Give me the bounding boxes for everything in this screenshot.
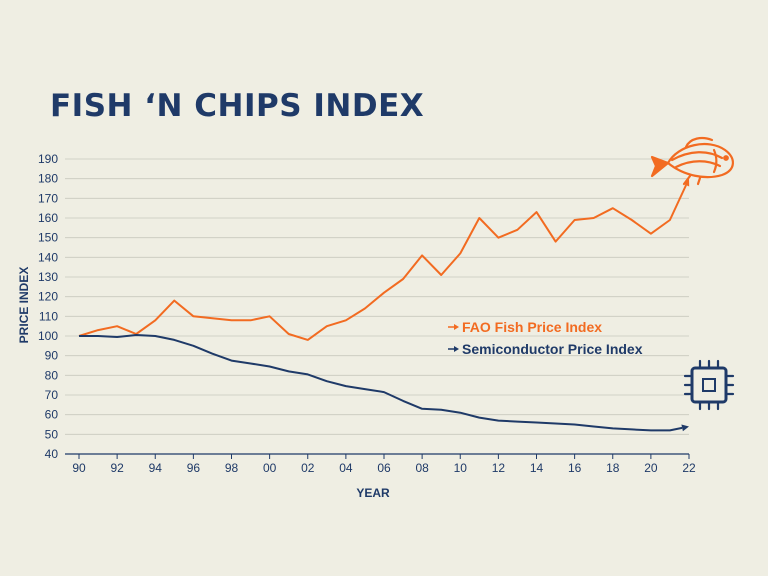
series-lines [78, 178, 690, 432]
series-arrowhead-semiconductor [681, 424, 689, 432]
y-tick-label: 60 [45, 408, 59, 422]
y-tick-label: 180 [38, 172, 58, 186]
x-tick-label: 22 [682, 461, 696, 475]
chart-title: FISH ‘N CHIPS INDEX [50, 88, 425, 124]
y-tick-label: 140 [38, 250, 58, 264]
grid-lines [65, 158, 689, 455]
x-tick-label: 06 [377, 461, 391, 475]
x-tick-label: 96 [187, 461, 201, 475]
legend-label-fish: FAO Fish Price Index [462, 319, 602, 335]
y-tick-labels: 40 50 60 70 80 90 100 110 120 130 140 150 160 170 180 1… [38, 152, 58, 461]
x-tick-label: 08 [415, 461, 429, 475]
x-tick-label: 90 [72, 461, 86, 475]
y-tick-label: 100 [38, 329, 58, 343]
x-tick-label: 20 [644, 461, 658, 475]
y-tick-label: 150 [38, 231, 58, 245]
y-tick-label: 130 [38, 270, 58, 284]
x-axis-label: YEAR [356, 486, 390, 500]
y-tick-label: 120 [38, 290, 58, 304]
x-tick-label: 00 [263, 461, 277, 475]
x-tick-label: 92 [110, 461, 124, 475]
y-axis-label: PRICE INDEX [17, 267, 31, 344]
legend: FAO Fish Price Index Semiconductor Price… [448, 319, 643, 357]
microchip-icon [683, 359, 735, 411]
y-tick-label: 80 [45, 368, 59, 382]
fish-icon [650, 136, 734, 186]
y-tick-label: 50 [45, 427, 59, 441]
x-tick-label: 04 [339, 461, 353, 475]
x-tick-label: 18 [606, 461, 620, 475]
y-tick-label: 110 [39, 309, 58, 323]
x-tick-label: 12 [492, 461, 506, 475]
legend-item-semiconductor: Semiconductor Price Index [448, 341, 643, 357]
y-tick-label: 170 [38, 191, 58, 205]
y-tick-label: 40 [45, 447, 59, 461]
y-tick-label: 70 [45, 388, 59, 402]
series-line-semiconductor [79, 334, 683, 432]
x-tick-labels: 90 92 94 96 98 00 02 04 06 08 10 12 14 16 18 20 22 [72, 454, 696, 475]
y-tick-label: 90 [45, 349, 59, 363]
x-tick-label: 02 [301, 461, 315, 475]
x-tick-label: 10 [454, 461, 468, 475]
x-tick-label: 14 [530, 461, 544, 475]
series-line-fish [78, 184, 688, 341]
x-tick-label: 94 [149, 461, 163, 475]
y-tick-label: 190 [38, 152, 58, 166]
y-tick-label: 160 [38, 211, 58, 225]
x-tick-label: 16 [568, 461, 582, 475]
x-tick-label: 98 [225, 461, 239, 475]
legend-label-semiconductor: Semiconductor Price Index [462, 341, 643, 357]
legend-item-fish: FAO Fish Price Index [448, 319, 602, 335]
